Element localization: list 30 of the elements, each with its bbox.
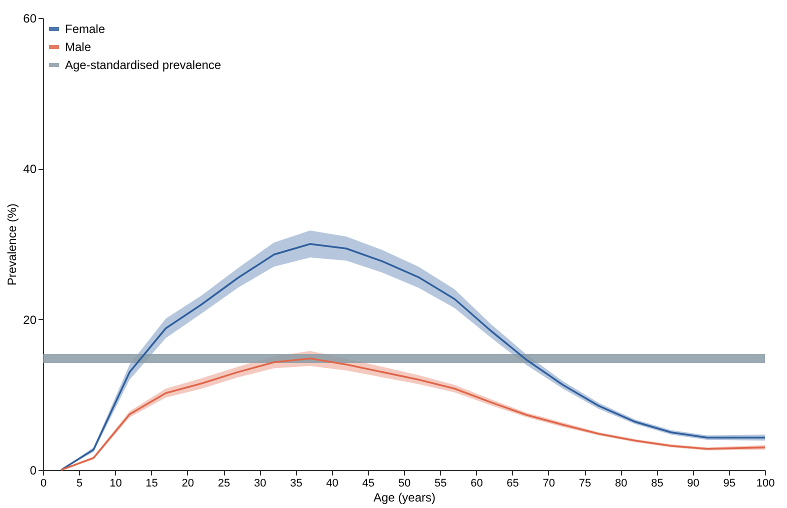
- x-axis-title: Age (years): [373, 490, 436, 504]
- y-tick-label: 40: [23, 162, 37, 176]
- x-tick-label: 100: [756, 478, 775, 490]
- y-axis-title: Prevalence (%): [5, 203, 20, 286]
- legend-label: Male: [65, 40, 92, 54]
- x-tick-label: 60: [470, 478, 483, 490]
- x-tick-label: 10: [110, 478, 122, 490]
- x-tick-label: 85: [651, 478, 664, 490]
- x-tick-label: 50: [398, 478, 411, 490]
- x-tick-label: 25: [218, 478, 230, 490]
- x-tick-label: 0: [40, 478, 47, 490]
- x-tick-label: 30: [254, 478, 266, 490]
- x-tick-label: 5: [76, 478, 83, 490]
- x-tick-label: 70: [542, 478, 556, 490]
- x-tick-label: 65: [506, 478, 519, 490]
- x-tick-label: 45: [362, 478, 375, 490]
- x-tick-label: 15: [146, 478, 158, 490]
- x-tick-label: 35: [290, 478, 302, 490]
- x-tick-label: 80: [614, 478, 628, 490]
- x-tick-label: 95: [723, 478, 736, 490]
- y-tick-label: 20: [23, 312, 37, 327]
- y-tick-label: 0: [30, 464, 37, 478]
- x-tick-label: 90: [687, 478, 700, 490]
- legend-label: Female: [65, 22, 106, 36]
- x-tick-label: 20: [182, 478, 194, 490]
- y-tick-label: 60: [23, 12, 37, 26]
- x-tick-label: 40: [326, 478, 338, 490]
- x-tick-label: 55: [434, 478, 447, 490]
- legend-label: Age-standardised prevalence: [65, 58, 222, 72]
- x-tick-label: 75: [578, 478, 592, 490]
